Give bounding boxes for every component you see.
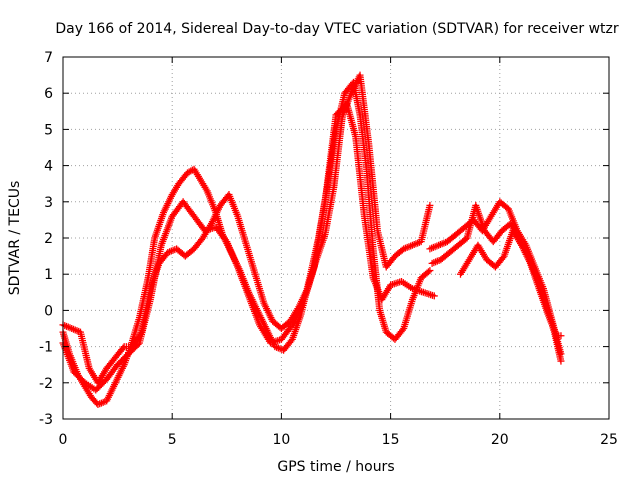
y-tick-label: 0 xyxy=(44,303,53,319)
data-point xyxy=(424,268,432,276)
x-tick-label: 25 xyxy=(600,432,618,448)
data-point xyxy=(398,326,406,334)
x-axis-label: GPS time / hours xyxy=(277,459,394,475)
data-point xyxy=(430,292,438,300)
y-tick-label: 4 xyxy=(44,159,53,175)
y-tick-label: 3 xyxy=(44,195,53,211)
data-point xyxy=(119,344,127,352)
x-tick-labels: 0 5 10 15 20 25 xyxy=(59,432,618,448)
data-points xyxy=(59,71,565,409)
data-point xyxy=(499,254,507,262)
series-3 xyxy=(59,71,434,387)
data-point xyxy=(426,201,434,209)
series-2 xyxy=(59,78,434,409)
x-tick-label: 0 xyxy=(59,432,68,448)
chart-title: Day 166 of 2014, Sidereal Day-to-day VTE… xyxy=(55,21,619,37)
x-tick-label: 10 xyxy=(272,432,290,448)
x-tick-label: 15 xyxy=(382,432,400,448)
y-tick-labels: -3 -2 -1 0 1 2 3 4 5 6 7 xyxy=(39,50,53,428)
series-6 xyxy=(456,227,565,340)
data-point xyxy=(287,337,295,345)
y-tick-label: -1 xyxy=(39,340,53,356)
y-tick-label: 2 xyxy=(44,231,53,247)
y-tick-label: 5 xyxy=(44,122,53,138)
x-tick-label: 20 xyxy=(491,432,509,448)
axis-ticks xyxy=(62,56,610,420)
y-tick-label: 6 xyxy=(44,86,53,102)
y-tick-label: -3 xyxy=(39,412,53,428)
data-point xyxy=(426,267,434,275)
y-axis-label: SDTVAR / TECUs xyxy=(7,181,23,296)
y-tick-label: 1 xyxy=(44,267,53,283)
data-point xyxy=(557,357,565,365)
y-tick-label: -2 xyxy=(39,376,53,392)
y-tick-label: 7 xyxy=(44,50,53,66)
data-point xyxy=(557,332,565,340)
x-tick-label: 5 xyxy=(168,432,177,448)
